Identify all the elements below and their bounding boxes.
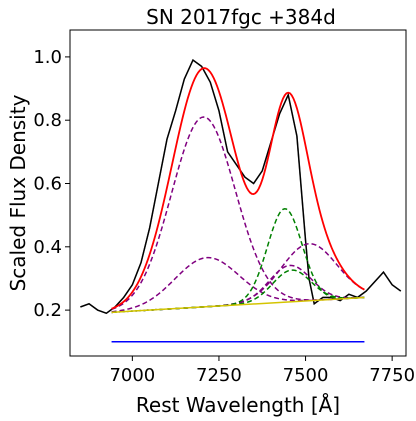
plot-frame [69,29,407,357]
gaussian-component-6 [111,269,365,314]
continuum-line [111,296,365,314]
x-tick-label: 7000 [109,365,155,386]
smoothed-spectrum-line [80,58,402,315]
gaussian-component-1 [111,116,365,311]
y-axis-label: Scaled Flux Density [6,94,30,291]
y-tick-label: 0.8 [33,110,62,131]
x-tick-label: 7750 [369,365,415,386]
axes-layer: 7000 7250 7500 7750 0.2 0.4 0.6 0.8 1.0 [33,47,415,386]
y-tick-label: 0.2 [33,300,62,321]
total-fit-line [111,67,365,310]
x-axis-label: Rest Wavelength [Å] [136,393,340,417]
y-tick-label: 0.4 [33,237,62,258]
x-tick-label: 7250 [196,365,242,386]
series-layer [80,58,402,343]
plot-area [69,29,407,357]
observed-spectrum-line [80,58,402,315]
y-tick-label: 1.0 [33,47,62,68]
chart-title: SN 2017fgc +384d [146,5,336,29]
y-tick-label: 0.6 [33,174,62,195]
x-tick-label: 7500 [283,365,329,386]
